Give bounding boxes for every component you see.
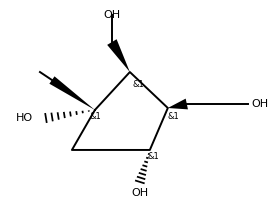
Text: OH: OH [252,99,269,109]
Text: HO: HO [16,113,33,123]
Text: &1: &1 [148,152,160,161]
Text: &1: &1 [90,112,102,121]
Text: OH: OH [131,188,149,198]
Polygon shape [168,99,188,109]
Text: &1: &1 [133,80,145,89]
Text: OH: OH [103,10,120,20]
Polygon shape [49,76,95,110]
Polygon shape [107,39,130,72]
Text: &1: &1 [168,112,180,121]
